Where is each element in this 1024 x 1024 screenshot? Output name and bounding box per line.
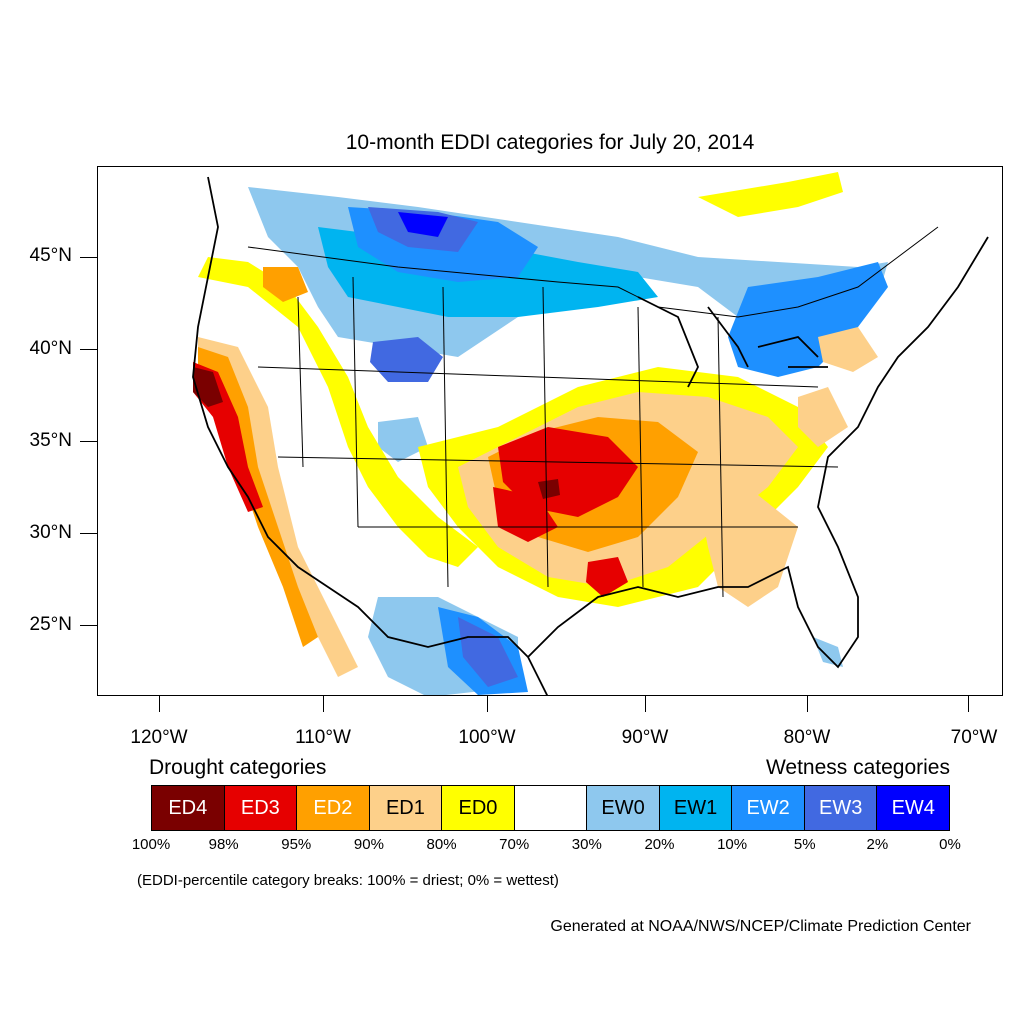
wetness-categories-heading: Wetness categories (765, 756, 950, 779)
great-lakes (637, 296, 828, 388)
region-west-ed0 (198, 257, 478, 567)
legend-break-label: 5% (793, 836, 816, 853)
lon-label-70w: 70°W (950, 727, 998, 748)
lon-label-110w: 110°W (295, 727, 351, 748)
state-line-3 (442, 286, 449, 588)
legend-cell-ew0: EW0 (587, 786, 660, 830)
legend-cell-ew4: EW4 (877, 786, 950, 830)
lat-tick (80, 441, 97, 442)
state-line-6 (717, 316, 724, 598)
lat-label-30n: 30°N (29, 522, 72, 543)
drought-regions (193, 172, 878, 677)
lon-tick (968, 696, 969, 712)
lon-tick (159, 696, 160, 712)
region-florida-ew0 (813, 637, 843, 667)
region-colorado-ew3 (370, 337, 443, 382)
wetness-regions (248, 187, 888, 695)
legend-cell-ew1: EW1 (659, 786, 733, 830)
state-line-8 (277, 456, 839, 468)
map-canvas (192, 172, 989, 695)
lon-tick (323, 696, 324, 712)
region-oklahoma-ed4 (538, 479, 560, 499)
lat-tick (80, 625, 97, 626)
lon-label-80w: 80°W (783, 727, 831, 748)
region-texas-ew3 (458, 617, 518, 687)
legend-break-label: 20% (644, 836, 675, 853)
boundaries (192, 176, 989, 695)
lon-label-120w: 120°W (130, 727, 188, 748)
credit-line: Generated at NOAA/NWS/NCEP/Climate Predi… (550, 918, 971, 935)
legend-cell-ed3: ED3 (224, 786, 298, 830)
legend-break-label: 80% (426, 836, 457, 853)
legend-break-label: 30% (571, 836, 602, 853)
legend-break-label: 90% (353, 836, 384, 853)
lon-tick (487, 696, 488, 712)
legend-break-label: 100% (131, 836, 171, 853)
region-mid-atlantic-ed1 (798, 387, 848, 447)
lat-tick (80, 533, 97, 534)
legend-cell-neutral (514, 786, 588, 830)
legend-break-label: 2% (866, 836, 889, 853)
region-northeast-ed1 (818, 327, 878, 372)
legend-cell-ew2: EW2 (732, 786, 805, 830)
category-note: (EDDI-percentile category breaks: 100% =… (137, 872, 559, 889)
canada-border (247, 226, 939, 318)
legend-break-label: 10% (717, 836, 748, 853)
legend-break-label: 95% (281, 836, 312, 853)
eddi-map (97, 166, 1003, 696)
us-coastline (192, 176, 549, 695)
legend-break-label: 0% (939, 836, 961, 853)
region-kansas-ed3 (498, 427, 638, 517)
legend-cell-ed4: ED4 (152, 786, 225, 830)
map-title: 10-month EDDI categories for July 20, 20… (345, 131, 755, 154)
region-colorado-ew0 (378, 417, 428, 462)
lat-label-35n: 35°N (29, 430, 72, 451)
legend-cell-ed1: ED1 (369, 786, 443, 830)
state-line-1 (297, 296, 304, 468)
legend-cell-ed2: ED2 (297, 786, 370, 830)
lat-tick (80, 257, 97, 258)
lat-label-25n: 25°N (29, 614, 72, 635)
region-oklahoma-ed3 (493, 487, 558, 542)
state-line-5 (637, 306, 644, 588)
lat-label-40n: 40°N (29, 338, 72, 359)
legend-cell-ew3: EW3 (804, 786, 878, 830)
region-idaho-ed2 (263, 267, 308, 302)
state-line-4 (542, 286, 549, 588)
drought-categories-heading: Drought categories (149, 756, 327, 779)
region-louisiana-ed3 (586, 557, 628, 597)
region-montana-ew4 (398, 212, 448, 237)
legend-cell-ed0: ED0 (442, 786, 515, 830)
legend-break-label: 70% (499, 836, 530, 853)
state-line-7 (257, 366, 819, 388)
region-canada-ed0 (698, 172, 843, 217)
lat-label-45n: 45°N (29, 245, 72, 266)
lon-tick (645, 696, 646, 712)
lon-label-100w: 100°W (458, 727, 516, 748)
legend-break-label: 98% (208, 836, 239, 853)
gulf-coast (527, 236, 989, 669)
lon-tick (807, 696, 808, 712)
region-california-ed4 (193, 367, 223, 407)
lon-label-90w: 90°W (621, 727, 669, 748)
lat-tick (80, 349, 97, 350)
legend-color-bar: ED4 ED3 ED2 ED1 ED0 EW0 EW1 EW2 EW3 EW4 (151, 785, 950, 831)
state-line-2 (352, 276, 359, 528)
